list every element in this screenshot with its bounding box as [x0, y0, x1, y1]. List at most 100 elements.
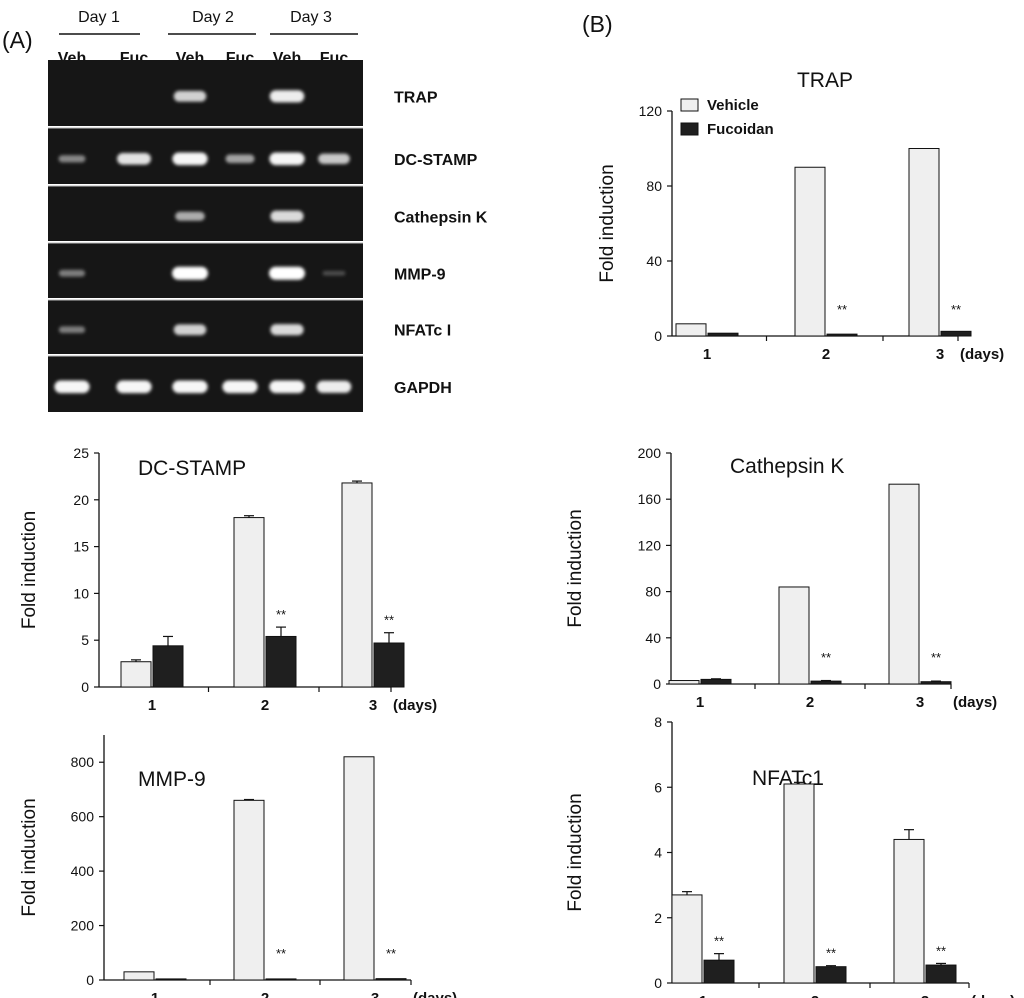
chart-title: TRAP — [797, 69, 853, 92]
x-tick-label: 2 — [806, 694, 814, 711]
significance-mark: ** — [936, 943, 946, 958]
y-axis-title: Fold induction — [19, 798, 40, 916]
bar-vehicle — [341, 482, 373, 688]
bar-fucoidan — [373, 642, 405, 688]
gene-label: TRAP — [394, 89, 438, 106]
gel-band — [269, 152, 305, 166]
y-tick-label: 0 — [654, 975, 662, 991]
x-tick-label: 3 — [936, 346, 944, 363]
gel-band — [269, 266, 305, 280]
legend-swatch — [680, 122, 699, 136]
bar-vehicle — [778, 586, 810, 685]
x-unit-label: (days) — [953, 694, 997, 711]
x-tick-label: 1 — [151, 990, 159, 998]
y-tick-label: 4 — [654, 845, 662, 861]
bar-vehicle — [233, 517, 265, 688]
legend-swatch — [680, 98, 699, 112]
x-tick-label: 1 — [703, 346, 711, 363]
x-tick-label: 2 — [261, 990, 269, 998]
x-unit-label: (days) — [393, 697, 437, 714]
gel-band — [270, 324, 304, 336]
chart-3: MMP-9 Fold induction 0 200 400 600 800 1 2 3 (days… — [19, 735, 457, 998]
panel-label-a: (A) — [2, 27, 33, 53]
chart-title: DC-STAMP — [138, 457, 246, 480]
gel-band — [58, 269, 86, 277]
y-tick-label: 6 — [654, 779, 662, 795]
bar-fucoidan — [940, 330, 972, 337]
bar-fucoidan — [920, 681, 952, 685]
bar-fucoidan — [700, 678, 732, 685]
significance-mark: ** — [384, 613, 394, 628]
x-tick-label: 2 — [811, 993, 819, 998]
gel-band — [117, 152, 151, 165]
x-tick-label: 3 — [369, 697, 377, 714]
bar-vehicle — [123, 971, 155, 981]
y-tick-label: 0 — [81, 679, 89, 695]
gene-label: DC-STAMP — [394, 152, 478, 169]
bar-fucoidan — [265, 635, 297, 688]
gene-label: NFATc I — [394, 323, 451, 340]
x-tick-label: 1 — [148, 697, 156, 714]
y-axis-title: Fold induction — [597, 164, 618, 282]
bar-vehicle — [120, 661, 152, 688]
significance-mark: ** — [386, 946, 396, 961]
y-axis-title: Fold induction — [19, 511, 40, 629]
bar-vehicle — [675, 323, 707, 337]
gel-band — [116, 380, 152, 394]
y-tick-label: 160 — [638, 491, 662, 507]
gel-band — [54, 380, 90, 394]
y-tick-label: 0 — [86, 972, 94, 988]
gel-band — [173, 324, 207, 336]
bar-vehicle — [888, 483, 920, 685]
bar-vehicle — [671, 894, 703, 984]
y-tick-label: 40 — [645, 630, 661, 646]
bar-fucoidan — [707, 332, 739, 337]
chart-2: Cathepsin K Fold induction 0 40 80 120 160 200 1… — [565, 445, 997, 711]
gene-label: MMP-9 — [394, 266, 446, 283]
bar-fucoidan — [925, 964, 957, 984]
x-unit-label: (days) — [413, 990, 457, 998]
significance-mark: ** — [276, 607, 286, 622]
legend-item: Fucoidan — [707, 121, 774, 138]
chart-title: MMP-9 — [138, 768, 206, 791]
significance-mark: ** — [837, 302, 847, 317]
day-label: Day 2 — [192, 9, 234, 26]
gel-band — [322, 271, 346, 276]
gene-label: Cathepsin K — [394, 209, 488, 226]
y-tick-label: 600 — [71, 809, 95, 825]
y-tick-label: 120 — [638, 537, 662, 553]
y-tick-label: 800 — [71, 754, 95, 770]
gel-band — [316, 380, 352, 393]
gel-band — [222, 380, 258, 394]
significance-mark: ** — [951, 302, 961, 317]
x-unit-label: (days) — [960, 346, 1004, 363]
y-tick-label: 200 — [71, 918, 95, 934]
y-tick-label: 10 — [73, 585, 89, 601]
gel-band — [58, 155, 86, 163]
x-tick-label: 3 — [921, 993, 929, 998]
gel-band — [172, 152, 208, 166]
bar-fucoidan — [826, 333, 858, 337]
chart-1: DC-STAMP Fold induction 0 5 10 15 20 25 1 2 3 (days… — [19, 445, 437, 714]
chart-0: TRAP Fold induction 0 40 80 120 1 2 3 (days) ** ** V… — [597, 69, 1004, 363]
y-tick-label: 20 — [73, 492, 89, 508]
bar-fucoidan — [152, 645, 184, 688]
bar-fucoidan — [703, 959, 735, 984]
significance-mark: ** — [931, 650, 941, 665]
y-tick-label: 2 — [654, 910, 662, 926]
bar-vehicle — [893, 838, 925, 984]
significance-mark: ** — [821, 650, 831, 665]
x-tick-label: 3 — [916, 694, 924, 711]
bar-fucoidan — [155, 978, 187, 981]
gel-band — [225, 154, 255, 164]
y-tick-label: 80 — [646, 178, 662, 194]
gel-band — [175, 211, 205, 221]
y-axis-title: Fold induction — [565, 509, 586, 627]
y-tick-label: 0 — [654, 328, 662, 344]
bar-fucoidan — [265, 978, 297, 981]
x-tick-label: 2 — [261, 697, 269, 714]
